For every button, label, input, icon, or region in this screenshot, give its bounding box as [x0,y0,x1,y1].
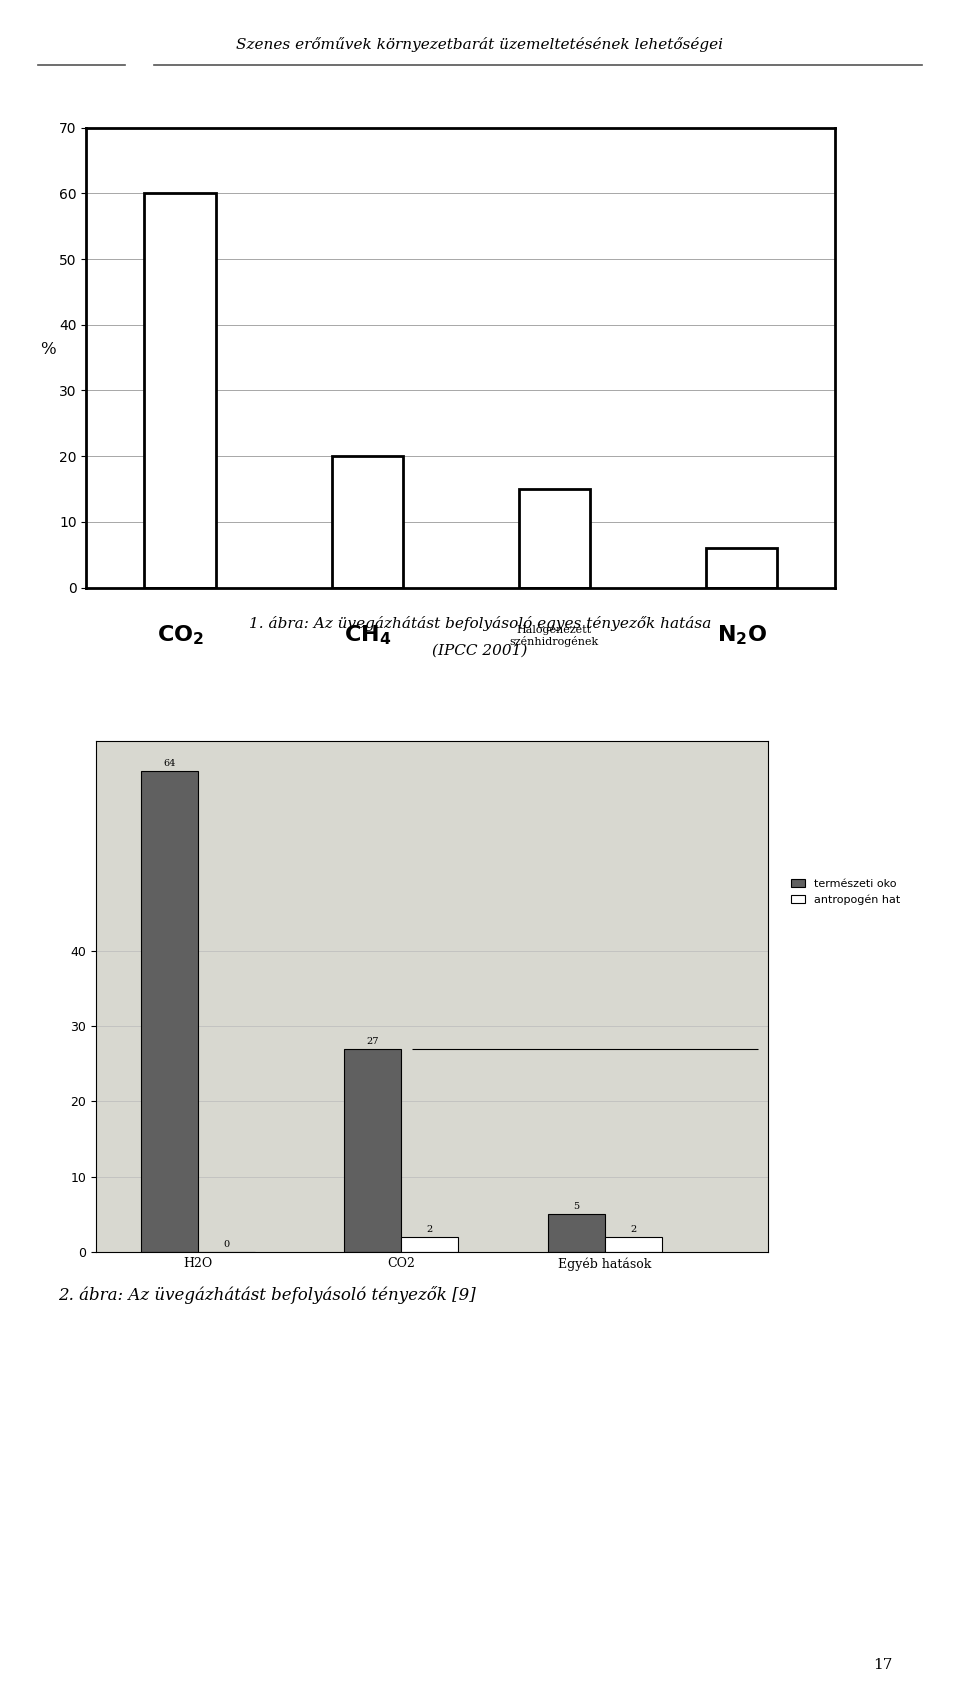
Text: 27: 27 [367,1037,379,1046]
Bar [706,548,778,588]
Text: 64: 64 [163,760,176,768]
Text: 5: 5 [573,1202,580,1211]
Y-axis label: %: % [40,341,56,358]
Text: $\mathbf{N_2O}$: $\mathbf{N_2O}$ [716,623,767,647]
Bar [401,1236,459,1252]
Text: $\mathbf{CO_2}$: $\mathbf{CO_2}$ [156,623,204,647]
Text: 2: 2 [427,1224,433,1233]
Bar [345,1049,401,1252]
Text: Halógénezett
szénhidrogének: Halógénezett szénhidrogének [510,623,599,647]
Bar [331,456,403,588]
Text: 17: 17 [874,1659,893,1672]
Text: 0: 0 [224,1240,229,1248]
Text: 2: 2 [631,1224,636,1233]
Text: $\mathbf{CH_4}$: $\mathbf{CH_4}$ [344,623,391,647]
Legend: természeti oko, antropogén hat: természeti oko, antropogén hat [787,874,904,909]
Text: Szenes erőművek környezetbarát üzemeltetésének lehetőségei: Szenes erőművek környezetbarát üzemeltet… [236,37,724,53]
Text: (IPCC 2001): (IPCC 2001) [432,644,528,657]
Bar [141,771,198,1252]
Bar [144,194,216,588]
Bar [548,1214,605,1252]
Text: 2. ábra: Az üvegázhátást befolyásoló tényezők [9]: 2. ábra: Az üvegázhátást befolyásoló tén… [58,1286,475,1304]
Text: 1. ábra: Az üvegázhátást befolyásoló egyes tényezők hatása: 1. ábra: Az üvegázhátást befolyásoló egy… [249,616,711,632]
Bar [518,489,590,588]
Bar [605,1236,662,1252]
